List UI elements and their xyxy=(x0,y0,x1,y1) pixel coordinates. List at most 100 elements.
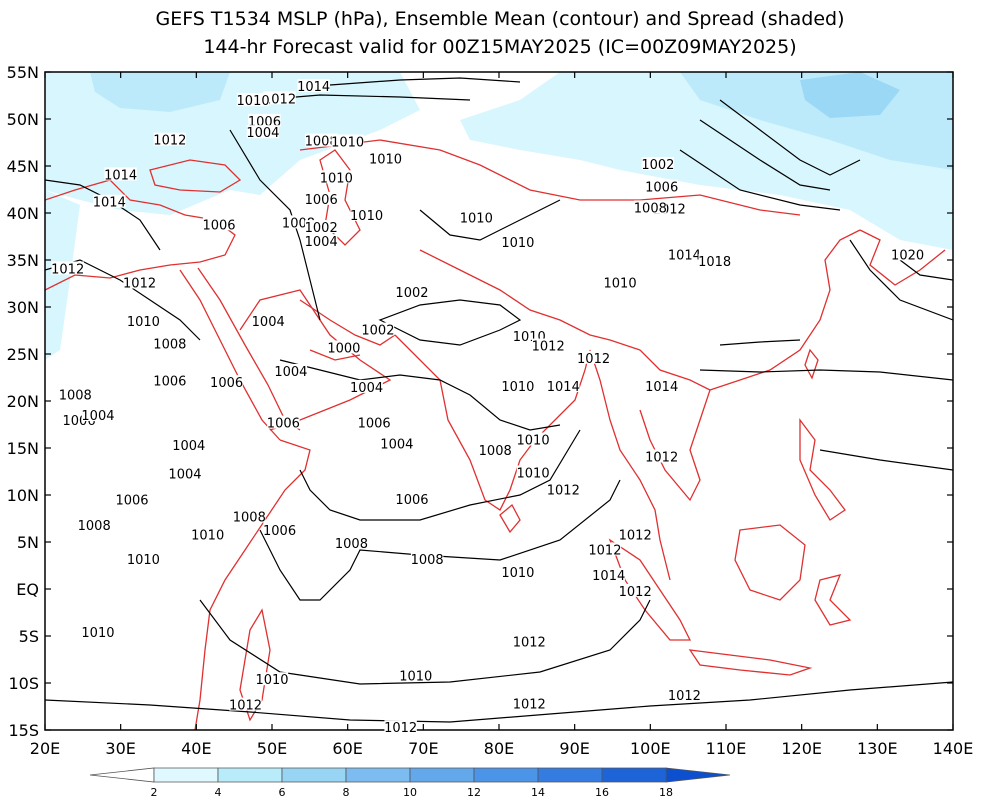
contour-label-bg xyxy=(577,350,610,364)
contour-label-bg xyxy=(153,336,187,350)
coastline-red-sea xyxy=(179,267,301,441)
spread-region-north-east-core xyxy=(800,72,900,118)
contour-label: 1010 xyxy=(501,566,534,581)
contour-label-bg xyxy=(304,191,338,205)
contour-label-bg xyxy=(384,720,417,734)
contour-label: 1006 xyxy=(305,193,338,208)
contour-label: 1012 xyxy=(153,134,186,149)
isobar-1018-east xyxy=(849,239,953,321)
colorbar-segment xyxy=(665,767,731,783)
contour-label: 1010 xyxy=(369,152,402,167)
contour-label: 1006 xyxy=(645,181,678,196)
isobar-1014-north xyxy=(329,77,521,86)
colorbar-segment xyxy=(281,767,347,783)
contour-label: 1018 xyxy=(698,255,731,270)
contour-label-bg xyxy=(357,415,391,429)
lat-tick-label: 50N xyxy=(7,110,39,129)
contour-label-bg xyxy=(93,194,126,208)
contour-label: 1010 xyxy=(81,626,114,641)
contour-label-bg xyxy=(592,567,625,581)
contour-label: 1010 xyxy=(127,315,160,330)
contour-label: 1010 xyxy=(127,553,160,568)
colorbar-segment xyxy=(409,767,475,783)
spread-region-north-west-mid xyxy=(90,72,230,112)
contour-label: 1006 xyxy=(210,376,243,391)
contour-label: 1002 xyxy=(395,286,428,301)
contour-label-bg xyxy=(236,93,270,107)
contour-label-bg xyxy=(645,449,678,463)
coastline-arabia xyxy=(239,289,392,431)
lon-tick-label: 120E xyxy=(781,739,822,758)
lat-tick-label: 5S xyxy=(19,627,39,646)
contour-label: 1012 xyxy=(123,277,156,292)
lat-tick-label: 20N xyxy=(7,392,39,411)
colorbar-segment xyxy=(473,767,539,783)
lat-tick-label: 25N xyxy=(7,345,39,364)
contour-label-bg xyxy=(460,210,493,224)
coastline-madagascar xyxy=(239,608,271,722)
contour-label-bg xyxy=(210,375,243,389)
contour-label: 1014 xyxy=(104,168,137,183)
coastline-sri-lanka xyxy=(499,503,521,534)
contour-label: 1008 xyxy=(233,511,266,526)
contour-label-bg xyxy=(501,378,535,392)
coastlines xyxy=(45,139,946,730)
contour-label: 1012 xyxy=(668,689,701,704)
lon-tick-label: 40E xyxy=(181,739,211,758)
contour-label: 1014 xyxy=(645,380,678,395)
contour-label-bg xyxy=(588,542,622,556)
colorbar-label: 18 xyxy=(659,786,673,799)
colorbar-label: 16 xyxy=(595,786,609,799)
contour-label-bg xyxy=(891,247,924,261)
contour-label-bg xyxy=(547,378,580,392)
contour-label-bg xyxy=(320,170,353,184)
colorbar-segment xyxy=(89,767,155,783)
lat-tick-label: 5N xyxy=(17,533,39,552)
contour-label: 1020 xyxy=(891,248,924,263)
contour-label-bg xyxy=(395,491,429,505)
contour-label-bg xyxy=(255,672,289,686)
contour-label-bg xyxy=(304,133,338,147)
contour-label: 1002 xyxy=(641,158,674,173)
isobar-1006-arabian-sea xyxy=(299,429,581,521)
colorbar-label: 2 xyxy=(151,786,158,799)
coastline-china xyxy=(709,229,861,391)
contour-label-bg xyxy=(619,583,652,597)
colorbar-segment xyxy=(217,767,283,783)
contour-label: 1010 xyxy=(604,277,637,292)
colorbar-segment xyxy=(345,767,411,783)
contour-label: 1010 xyxy=(255,673,288,688)
isobar-1002-heat-low xyxy=(378,299,522,346)
latitude-axis: 55N 50N 45N 40N 35N 30N 25N 20N 15N 10N 5N EQ 5S 10S 1… xyxy=(7,63,953,740)
contour-label-bg xyxy=(641,157,675,171)
isobar-1020-east xyxy=(899,259,953,281)
contour-label: 1012 xyxy=(577,352,610,367)
lon-tick-label: 50E xyxy=(257,739,287,758)
coastline-east-africa xyxy=(194,439,311,730)
contour-label-bg xyxy=(59,387,92,401)
coastline-central-asia-border xyxy=(299,139,801,216)
lat-tick-label: 45N xyxy=(7,157,39,176)
contour-label: 1012 xyxy=(229,699,262,714)
contour-label: 1010 xyxy=(517,434,550,449)
contour-label-bg xyxy=(263,91,296,105)
lon-tick-label: 60E xyxy=(332,739,362,758)
contour-label-bg xyxy=(410,551,444,565)
contour-label-bg xyxy=(252,314,285,328)
lon-tick-label: 30E xyxy=(105,739,135,758)
contour-label: 1010 xyxy=(460,212,493,227)
contour-label-bg xyxy=(531,338,565,352)
contour-label-bg xyxy=(668,688,701,702)
contour-label: 1008 xyxy=(305,135,338,150)
contour-label-bg xyxy=(634,200,667,214)
colorbar-label: 14 xyxy=(531,786,545,799)
lon-tick-label: 100E xyxy=(630,739,671,758)
lat-tick-label: 10N xyxy=(7,486,39,505)
coastline-mediterranean xyxy=(45,179,236,291)
contour-label: 1012 xyxy=(645,450,678,465)
contour-label-bg xyxy=(350,379,383,393)
isobar-1006-northeast xyxy=(699,119,831,191)
contour-label: 1012 xyxy=(619,528,652,543)
coastline-indochina xyxy=(639,349,711,502)
